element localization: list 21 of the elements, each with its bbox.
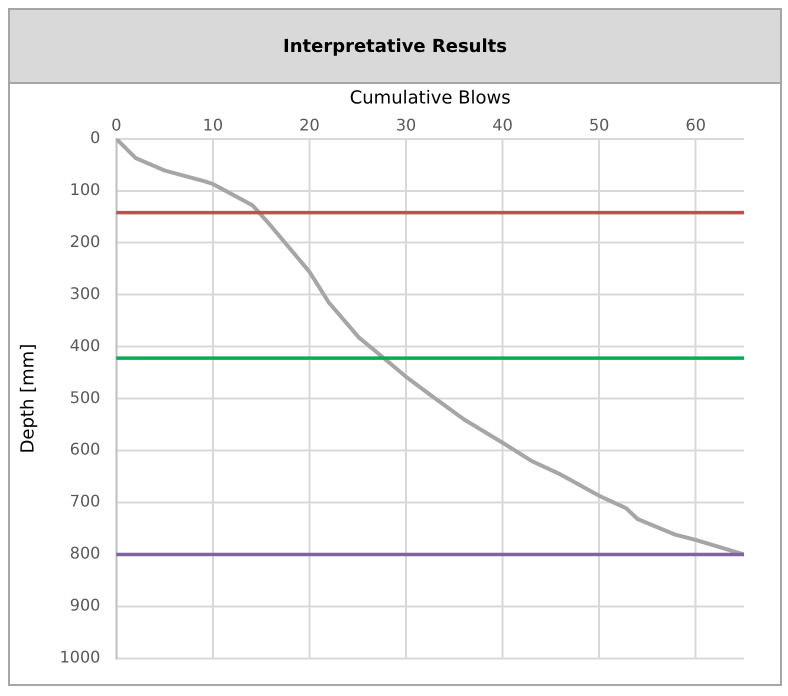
chart-title: Interpretative Results: [10, 10, 780, 84]
y-tick-label: 100: [70, 180, 100, 199]
x-tick-label: 60: [686, 115, 706, 134]
y-tick-label: 500: [70, 388, 100, 407]
y-tick-label: 600: [70, 440, 100, 459]
y-tick-label: 300: [70, 284, 100, 303]
y-tick-label: 1000: [60, 648, 100, 667]
y-tick-label: 0: [90, 128, 100, 147]
y-tick-label: 200: [70, 232, 100, 251]
x-tick-label: 40: [492, 115, 513, 134]
y-axis-title: Depth [mm]: [17, 344, 38, 454]
x-tick-label: 20: [299, 115, 320, 134]
x-tick-label: 10: [202, 115, 224, 134]
y-tick-label: 900: [70, 596, 100, 615]
x-axis-title: Cumulative Blows: [350, 87, 511, 108]
x-tick-label: 30: [396, 115, 416, 134]
y-tick-label: 700: [70, 492, 100, 511]
y-tick-label: 800: [70, 544, 100, 563]
y-tick-label: 400: [70, 336, 100, 355]
x-tick-label: 0: [111, 115, 122, 134]
x-tick-label: 50: [588, 115, 610, 134]
